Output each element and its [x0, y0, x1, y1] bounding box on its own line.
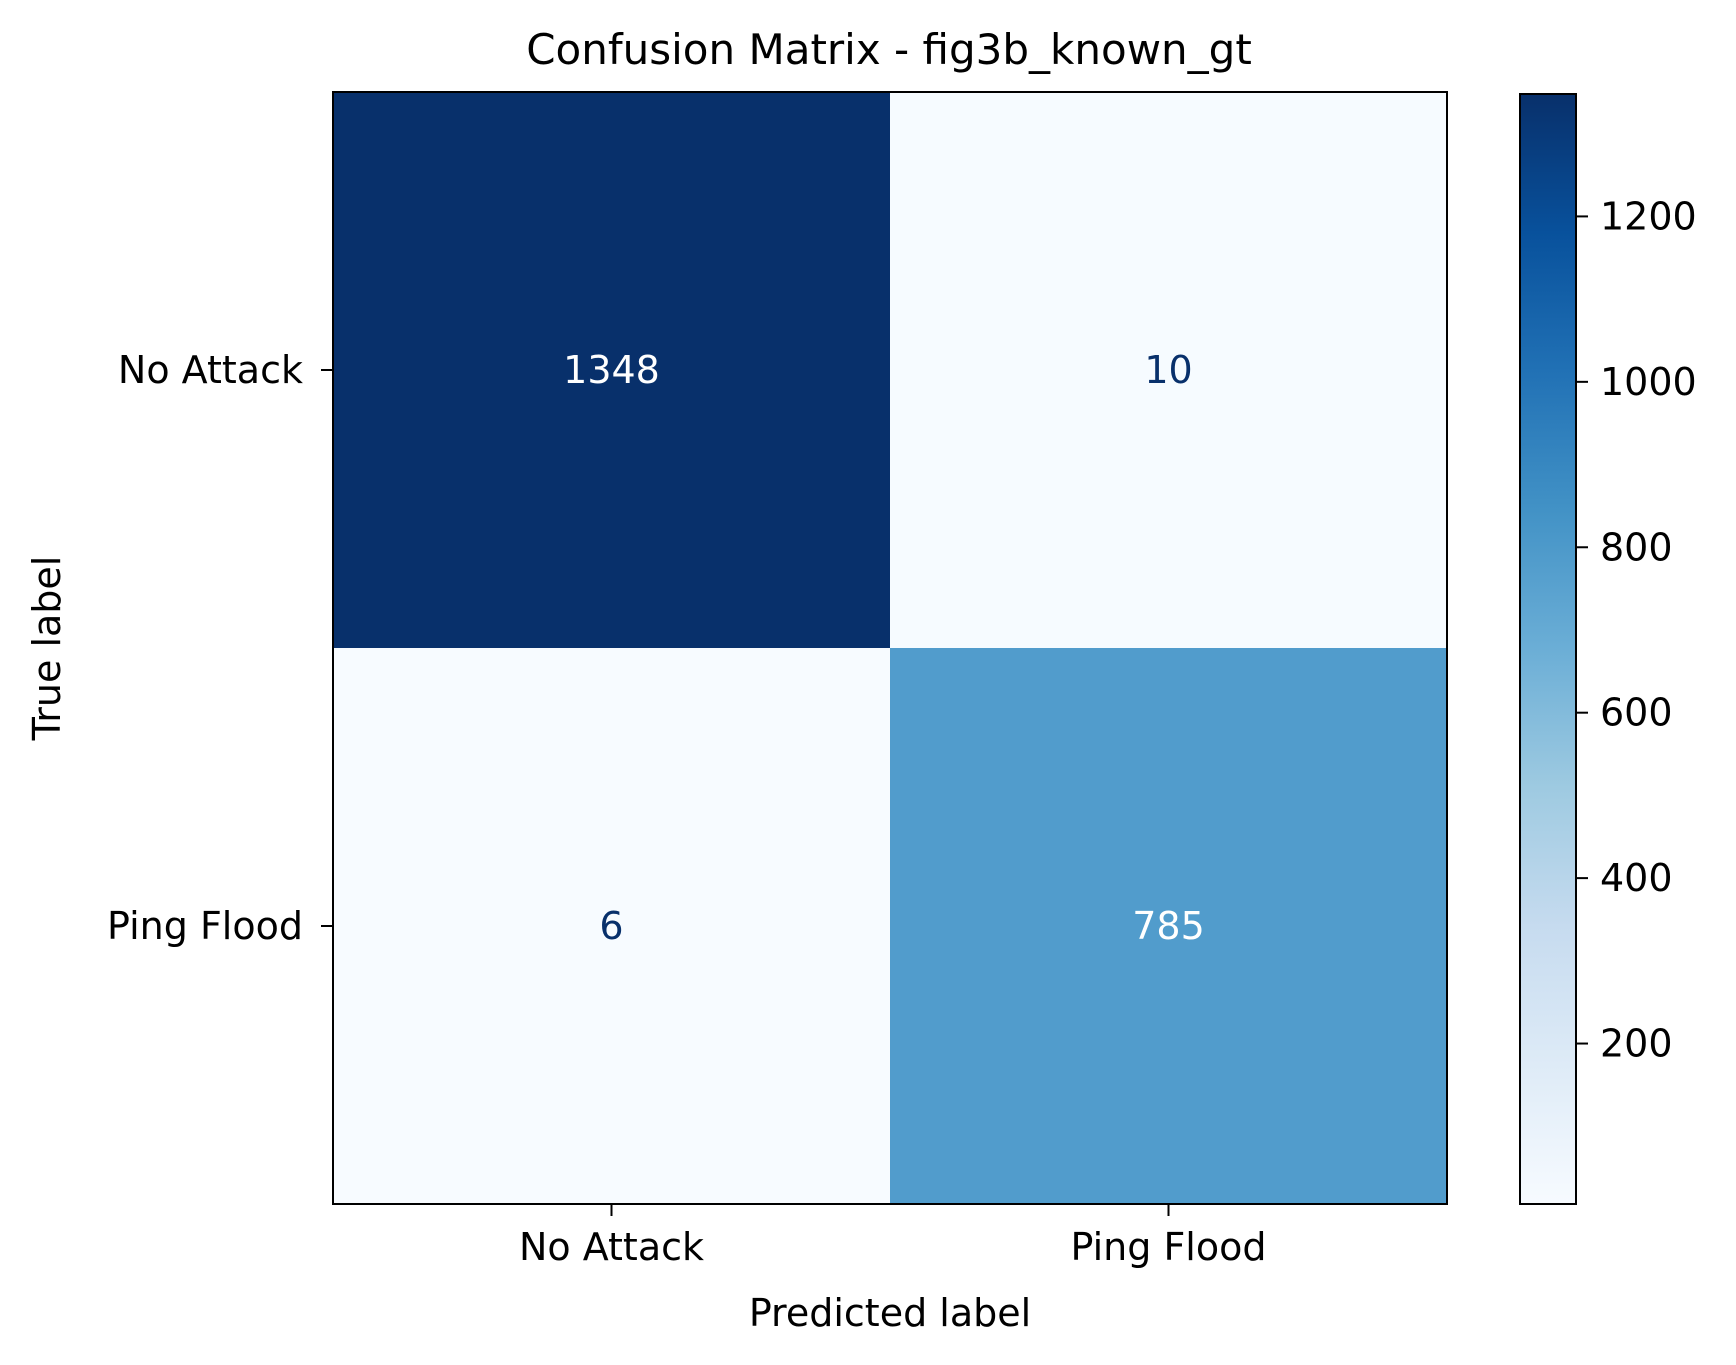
matrix-cell-ping-flood-ping-flood: [890, 648, 1447, 1204]
colorbar-tick-label-800: 800: [1600, 525, 1673, 569]
matrix-cell-no-attack-ping-flood: [890, 92, 1447, 648]
matrix-cell-ping-flood-no-attack: [333, 648, 890, 1204]
colorbar-tick-label-1200: 1200: [1600, 194, 1697, 238]
x-tick-label-ping-flood: Ping Flood: [1071, 1225, 1267, 1269]
colorbar-tick-label-1000: 1000: [1600, 360, 1697, 404]
y-tick-label-ping-flood: Ping Flood: [107, 904, 303, 948]
plot-frame: [332, 91, 1448, 1205]
cell-value-ping-flood-no-attack: 6: [599, 904, 623, 948]
colorbar-tick-label-200: 200: [1600, 1022, 1673, 1066]
y-axis-ticks: No Attack Ping Flood: [107, 348, 333, 948]
y-tick-label-no-attack: No Attack: [118, 348, 303, 392]
colorbar-tick-label-600: 600: [1600, 691, 1673, 735]
matrix-cells: [333, 92, 1447, 1204]
cell-value-labels: 1348 10 6 785: [563, 348, 1205, 948]
colorbar: [1520, 94, 1576, 1204]
cell-value-ping-flood-ping-flood: 785: [1132, 904, 1205, 948]
x-tick-label-no-attack: No Attack: [519, 1225, 704, 1269]
colorbar-frame: [1519, 93, 1577, 1205]
chart-title: Confusion Matrix - fig3b_known_gt: [526, 25, 1252, 74]
colorbar-ticks: 200 400 600 800 1000 1200: [1576, 194, 1697, 1066]
y-axis-label: True label: [25, 556, 69, 742]
x-axis-label: Predicted label: [749, 1291, 1031, 1335]
matrix-cell-no-attack-no-attack: [333, 92, 890, 648]
colorbar-tick-label-400: 400: [1600, 856, 1673, 900]
x-axis-ticks: No Attack Ping Flood: [519, 1204, 1267, 1269]
cell-value-no-attack-no-attack: 1348: [563, 348, 660, 392]
cell-value-no-attack-ping-flood: 10: [1144, 348, 1192, 392]
